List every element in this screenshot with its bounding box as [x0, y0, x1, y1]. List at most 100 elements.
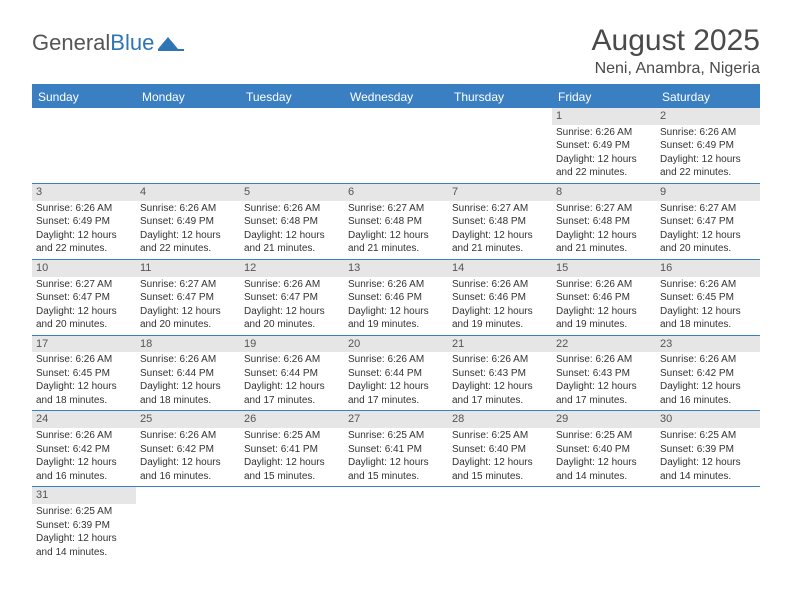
day-day2: and 22 minutes. [140, 242, 236, 256]
day-sunset: Sunset: 6:48 PM [244, 215, 340, 229]
day-detail: Sunrise: 6:26 AMSunset: 6:46 PMDaylight:… [448, 277, 552, 335]
day-day1: Daylight: 12 hours [556, 229, 652, 243]
page-header: GeneralBlue August 2025 Neni, Anambra, N… [32, 24, 760, 78]
day-cell: 20Sunrise: 6:26 AMSunset: 6:44 PMDayligh… [344, 336, 448, 411]
day-day2: and 15 minutes. [348, 470, 444, 484]
day-detail: Sunrise: 6:26 AMSunset: 6:49 PMDaylight:… [656, 125, 760, 183]
day-cell: 23Sunrise: 6:26 AMSunset: 6:42 PMDayligh… [656, 336, 760, 411]
day-sunrise: Sunrise: 6:25 AM [660, 429, 756, 443]
day-detail: Sunrise: 6:26 AMSunset: 6:48 PMDaylight:… [240, 201, 344, 259]
day-day2: and 14 minutes. [556, 470, 652, 484]
day-day1: Daylight: 12 hours [36, 305, 132, 319]
day-number: 28 [448, 411, 552, 428]
day-sunset: Sunset: 6:47 PM [36, 291, 132, 305]
day-detail: Sunrise: 6:27 AMSunset: 6:47 PMDaylight:… [136, 277, 240, 335]
day-number: 24 [32, 411, 136, 428]
day-cell: 21Sunrise: 6:26 AMSunset: 6:43 PMDayligh… [448, 336, 552, 411]
day-cell: 14Sunrise: 6:26 AMSunset: 6:46 PMDayligh… [448, 260, 552, 335]
day-sunset: Sunset: 6:48 PM [452, 215, 548, 229]
day-day2: and 15 minutes. [452, 470, 548, 484]
day-sunset: Sunset: 6:40 PM [452, 443, 548, 457]
day-sunset: Sunset: 6:47 PM [660, 215, 756, 229]
day-day2: and 17 minutes. [348, 394, 444, 408]
day-day1: Daylight: 12 hours [452, 380, 548, 394]
day-sunrise: Sunrise: 6:27 AM [452, 202, 548, 216]
day-cell: 31Sunrise: 6:25 AMSunset: 6:39 PMDayligh… [32, 487, 136, 562]
day-sunrise: Sunrise: 6:27 AM [36, 278, 132, 292]
day-detail: Sunrise: 6:26 AMSunset: 6:46 PMDaylight:… [552, 277, 656, 335]
day-detail: Sunrise: 6:27 AMSunset: 6:48 PMDaylight:… [344, 201, 448, 259]
day-cell: 3Sunrise: 6:26 AMSunset: 6:49 PMDaylight… [32, 184, 136, 259]
day-day2: and 20 minutes. [660, 242, 756, 256]
day-cell [136, 487, 240, 562]
day-number: 7 [448, 184, 552, 201]
day-day2: and 14 minutes. [660, 470, 756, 484]
day-cell [552, 487, 656, 562]
day-sunrise: Sunrise: 6:26 AM [140, 353, 236, 367]
day-cell: 12Sunrise: 6:26 AMSunset: 6:47 PMDayligh… [240, 260, 344, 335]
week-row: 10Sunrise: 6:27 AMSunset: 6:47 PMDayligh… [32, 260, 760, 336]
day-sunrise: Sunrise: 6:26 AM [140, 429, 236, 443]
day-detail: Sunrise: 6:26 AMSunset: 6:46 PMDaylight:… [344, 277, 448, 335]
day-detail: Sunrise: 6:26 AMSunset: 6:44 PMDaylight:… [240, 352, 344, 410]
day-detail: Sunrise: 6:25 AMSunset: 6:39 PMDaylight:… [32, 504, 136, 562]
day-cell: 9Sunrise: 6:27 AMSunset: 6:47 PMDaylight… [656, 184, 760, 259]
weekday-header: Monday [136, 86, 240, 108]
day-day1: Daylight: 12 hours [348, 380, 444, 394]
day-number: 31 [32, 487, 136, 504]
week-row: 31Sunrise: 6:25 AMSunset: 6:39 PMDayligh… [32, 487, 760, 562]
day-detail: Sunrise: 6:26 AMSunset: 6:49 PMDaylight:… [552, 125, 656, 183]
day-cell: 6Sunrise: 6:27 AMSunset: 6:48 PMDaylight… [344, 184, 448, 259]
day-sunset: Sunset: 6:47 PM [140, 291, 236, 305]
day-sunset: Sunset: 6:49 PM [140, 215, 236, 229]
day-cell: 19Sunrise: 6:26 AMSunset: 6:44 PMDayligh… [240, 336, 344, 411]
day-sunrise: Sunrise: 6:26 AM [36, 353, 132, 367]
day-detail: Sunrise: 6:25 AMSunset: 6:41 PMDaylight:… [240, 428, 344, 486]
day-cell: 10Sunrise: 6:27 AMSunset: 6:47 PMDayligh… [32, 260, 136, 335]
day-day1: Daylight: 12 hours [36, 456, 132, 470]
day-number: 15 [552, 260, 656, 277]
day-day2: and 14 minutes. [36, 546, 132, 560]
day-cell: 24Sunrise: 6:26 AMSunset: 6:42 PMDayligh… [32, 411, 136, 486]
day-sunrise: Sunrise: 6:26 AM [452, 278, 548, 292]
day-sunrise: Sunrise: 6:26 AM [660, 353, 756, 367]
day-detail: Sunrise: 6:27 AMSunset: 6:47 PMDaylight:… [32, 277, 136, 335]
day-day1: Daylight: 12 hours [244, 229, 340, 243]
day-number: 26 [240, 411, 344, 428]
day-number: 10 [32, 260, 136, 277]
day-number: 17 [32, 336, 136, 353]
day-cell: 25Sunrise: 6:26 AMSunset: 6:42 PMDayligh… [136, 411, 240, 486]
day-day2: and 17 minutes. [452, 394, 548, 408]
day-sunrise: Sunrise: 6:26 AM [660, 278, 756, 292]
day-sunset: Sunset: 6:46 PM [452, 291, 548, 305]
day-detail: Sunrise: 6:25 AMSunset: 6:40 PMDaylight:… [552, 428, 656, 486]
day-day1: Daylight: 12 hours [348, 456, 444, 470]
day-day1: Daylight: 12 hours [140, 305, 236, 319]
logo-text-general: General [32, 30, 110, 56]
day-number: 1 [552, 108, 656, 125]
day-cell [448, 108, 552, 183]
day-sunrise: Sunrise: 6:26 AM [556, 353, 652, 367]
day-number: 2 [656, 108, 760, 125]
day-day1: Daylight: 12 hours [452, 305, 548, 319]
title-block: August 2025 Neni, Anambra, Nigeria [592, 24, 760, 78]
day-sunset: Sunset: 6:46 PM [348, 291, 444, 305]
day-sunrise: Sunrise: 6:27 AM [556, 202, 652, 216]
week-row: 24Sunrise: 6:26 AMSunset: 6:42 PMDayligh… [32, 411, 760, 487]
day-sunrise: Sunrise: 6:26 AM [348, 353, 444, 367]
day-detail: Sunrise: 6:26 AMSunset: 6:47 PMDaylight:… [240, 277, 344, 335]
day-sunrise: Sunrise: 6:25 AM [452, 429, 548, 443]
day-day1: Daylight: 12 hours [660, 229, 756, 243]
day-sunrise: Sunrise: 6:25 AM [36, 505, 132, 519]
day-cell [344, 487, 448, 562]
weekday-header: Tuesday [240, 86, 344, 108]
title-location: Neni, Anambra, Nigeria [592, 60, 760, 78]
day-cell [32, 108, 136, 183]
day-day1: Daylight: 12 hours [140, 380, 236, 394]
weekday-header: Sunday [32, 86, 136, 108]
title-month: August 2025 [592, 24, 760, 58]
day-day1: Daylight: 12 hours [660, 305, 756, 319]
day-day2: and 18 minutes. [140, 394, 236, 408]
day-sunset: Sunset: 6:39 PM [660, 443, 756, 457]
day-sunset: Sunset: 6:44 PM [140, 367, 236, 381]
